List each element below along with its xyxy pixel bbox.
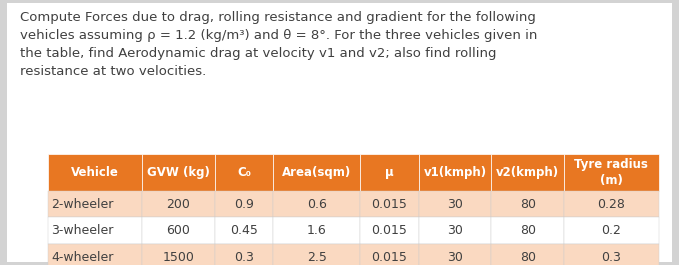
- Text: 0.2: 0.2: [602, 224, 621, 237]
- Text: 200: 200: [166, 197, 190, 211]
- Text: 2.5: 2.5: [307, 250, 327, 264]
- FancyBboxPatch shape: [273, 154, 361, 191]
- FancyBboxPatch shape: [564, 217, 659, 244]
- FancyBboxPatch shape: [142, 191, 215, 217]
- FancyBboxPatch shape: [564, 244, 659, 265]
- FancyBboxPatch shape: [564, 154, 659, 191]
- Text: 0.45: 0.45: [230, 224, 258, 237]
- Text: 30: 30: [447, 224, 463, 237]
- Text: 2-wheeler: 2-wheeler: [51, 197, 113, 211]
- Text: 0.9: 0.9: [234, 197, 254, 211]
- Text: 80: 80: [519, 250, 536, 264]
- Text: 1500: 1500: [162, 250, 194, 264]
- FancyBboxPatch shape: [215, 154, 273, 191]
- Text: 600: 600: [166, 224, 190, 237]
- FancyBboxPatch shape: [48, 244, 142, 265]
- FancyBboxPatch shape: [273, 217, 361, 244]
- FancyBboxPatch shape: [564, 191, 659, 217]
- FancyBboxPatch shape: [361, 217, 418, 244]
- FancyBboxPatch shape: [418, 154, 492, 191]
- Text: μ: μ: [385, 166, 394, 179]
- Text: Vehicle: Vehicle: [71, 166, 119, 179]
- Text: 0.015: 0.015: [371, 197, 407, 211]
- Text: 30: 30: [447, 250, 463, 264]
- FancyBboxPatch shape: [492, 244, 564, 265]
- Text: 0.3: 0.3: [602, 250, 621, 264]
- FancyBboxPatch shape: [492, 191, 564, 217]
- FancyBboxPatch shape: [215, 191, 273, 217]
- FancyBboxPatch shape: [48, 217, 142, 244]
- FancyBboxPatch shape: [361, 191, 418, 217]
- Text: 1.6: 1.6: [307, 224, 327, 237]
- Text: 0.3: 0.3: [234, 250, 254, 264]
- Text: C₀: C₀: [237, 166, 251, 179]
- Text: GVW (kg): GVW (kg): [147, 166, 210, 179]
- FancyBboxPatch shape: [48, 191, 142, 217]
- Text: 4-wheeler: 4-wheeler: [51, 250, 113, 264]
- FancyBboxPatch shape: [361, 244, 418, 265]
- Text: 80: 80: [519, 224, 536, 237]
- Text: v1(kmph): v1(kmph): [424, 166, 486, 179]
- FancyBboxPatch shape: [361, 154, 418, 191]
- Text: Tyre radius
(m): Tyre radius (m): [574, 158, 648, 187]
- Text: Area(sqm): Area(sqm): [282, 166, 351, 179]
- Text: v2(kmph): v2(kmph): [496, 166, 559, 179]
- FancyBboxPatch shape: [492, 217, 564, 244]
- Text: 30: 30: [447, 197, 463, 211]
- FancyBboxPatch shape: [273, 244, 361, 265]
- FancyBboxPatch shape: [418, 244, 492, 265]
- Text: 0.28: 0.28: [598, 197, 625, 211]
- FancyBboxPatch shape: [418, 217, 492, 244]
- FancyBboxPatch shape: [142, 244, 215, 265]
- FancyBboxPatch shape: [142, 217, 215, 244]
- Text: 0.6: 0.6: [307, 197, 327, 211]
- Text: 0.015: 0.015: [371, 224, 407, 237]
- Text: Compute Forces due to drag, rolling resistance and gradient for the following
ve: Compute Forces due to drag, rolling resi…: [20, 11, 538, 78]
- FancyBboxPatch shape: [215, 217, 273, 244]
- Text: 80: 80: [519, 197, 536, 211]
- FancyBboxPatch shape: [142, 154, 215, 191]
- FancyBboxPatch shape: [418, 191, 492, 217]
- Text: 3-wheeler: 3-wheeler: [51, 224, 113, 237]
- FancyBboxPatch shape: [215, 244, 273, 265]
- FancyBboxPatch shape: [7, 3, 672, 262]
- Text: 0.015: 0.015: [371, 250, 407, 264]
- FancyBboxPatch shape: [273, 191, 361, 217]
- FancyBboxPatch shape: [48, 154, 142, 191]
- FancyBboxPatch shape: [492, 154, 564, 191]
